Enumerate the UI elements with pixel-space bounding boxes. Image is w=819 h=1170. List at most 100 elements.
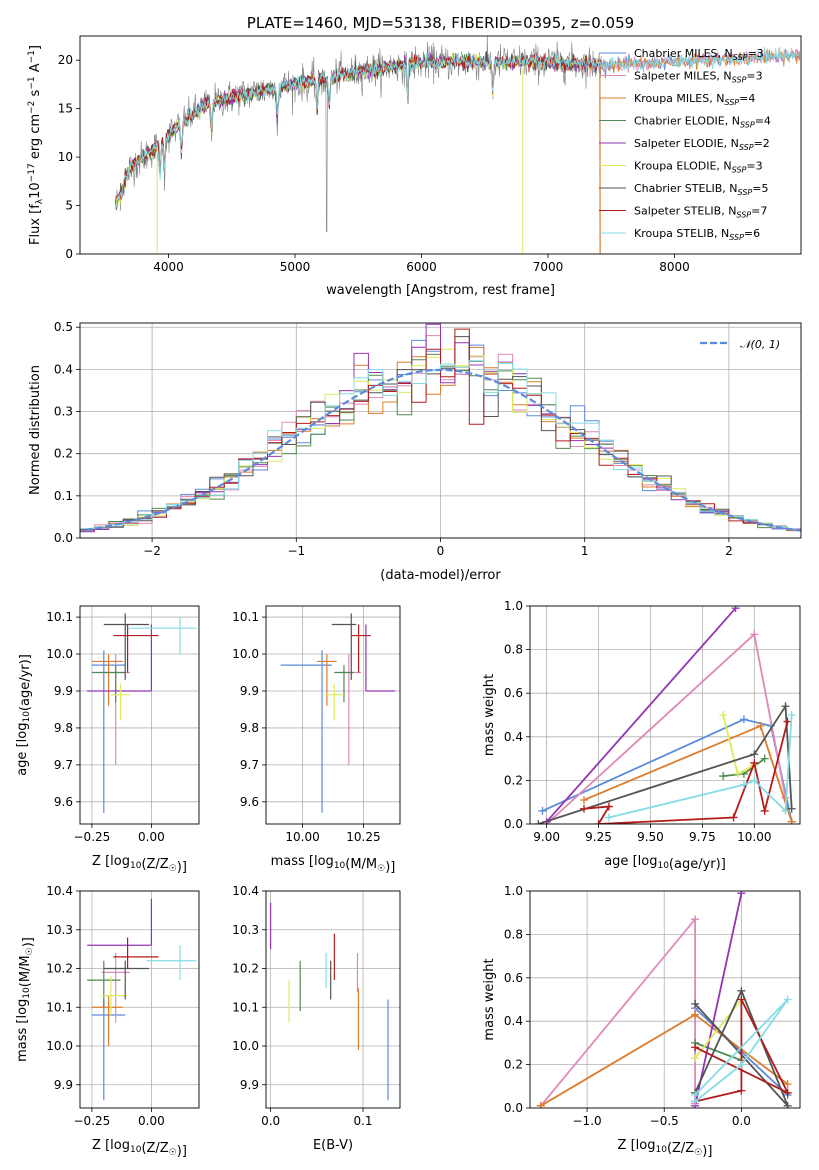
x-tick-label: 2	[725, 544, 733, 558]
x-tick-label: 9.50	[637, 830, 664, 844]
weight-marker	[737, 995, 746, 1004]
plot-frame	[265, 890, 401, 1109]
weight-marker	[787, 817, 796, 824]
weight-marker	[783, 1101, 792, 1108]
x-axis-label: Z [log10(Z/Z☉)]	[92, 1138, 187, 1159]
plot-frame	[265, 605, 401, 825]
weight-line	[694, 893, 743, 1106]
y-tick-label: 10.3	[46, 923, 73, 937]
weight-marker	[594, 820, 603, 824]
y-tick-label: 0.2	[54, 447, 73, 461]
x-tick-label: 6000	[406, 260, 437, 274]
x-tick-label: 0	[437, 544, 445, 558]
legend-entry: Kroupa MILES, NSSP=4	[634, 92, 755, 107]
plot-frame	[529, 890, 801, 1109]
y-tick-label: 0.5	[54, 320, 73, 334]
x-axis-label: wavelength [Angstrom, rest frame]	[326, 283, 555, 298]
weight-marker	[750, 750, 759, 759]
weight-marker	[534, 820, 543, 824]
x-tick-label: 0.1	[353, 1114, 372, 1128]
y-tick-label: 10.4	[232, 884, 259, 898]
y-tick-label: 9.6	[54, 795, 73, 809]
legend-entry: Kroupa STELIB, NSSP=6	[634, 227, 760, 242]
legend-entry: Salpeter MILES, NSSP=3	[634, 70, 763, 85]
legend-entry: Chabrier MILES, NSSP=3	[634, 47, 764, 62]
y-tick-label: 9.9	[54, 1078, 73, 1092]
y-tick-label: 9.7	[240, 758, 259, 772]
y-tick-label: 10.0	[46, 647, 73, 661]
y-tick-label: 5	[65, 199, 73, 213]
weight-marker	[783, 995, 792, 1004]
legend-entry: 𝒩(0, 1)	[740, 338, 780, 351]
y-tick-label: 10.0	[232, 647, 259, 661]
y-tick-label: 9.9	[240, 1078, 259, 1092]
weight-line	[722, 714, 755, 776]
y-tick-label: 0.2	[504, 1058, 523, 1072]
y-tick-label: 0.1	[54, 489, 73, 503]
x-tick-label: 0.00	[138, 1114, 165, 1128]
y-tick-label: 9.7	[54, 758, 73, 772]
weight-marker	[580, 796, 588, 805]
spectrum-layer	[115, 36, 801, 254]
weight-marker	[760, 806, 769, 815]
y-axis-label: age [log10(age/yr)]	[15, 654, 33, 776]
weight-marker	[787, 711, 796, 719]
weight-marker	[604, 813, 613, 822]
x-axis-label: E(B-V)	[313, 1138, 353, 1153]
weight-layer	[536, 891, 792, 1108]
weight-marker	[737, 986, 746, 995]
plot-frame	[79, 890, 200, 1109]
weight-marker	[580, 804, 588, 813]
x-tick-label: 0.0	[261, 1114, 280, 1128]
weight-marker	[733, 769, 742, 778]
y-tick-label: 0.3	[54, 405, 73, 419]
weight-marker	[719, 711, 728, 719]
y-tick-label: 1.0	[504, 884, 523, 898]
y-tick-label: 10.4	[46, 884, 73, 898]
x-tick-label: 9.75	[689, 830, 716, 844]
weight-line	[540, 916, 696, 1107]
weight-marker	[731, 606, 740, 613]
weight-marker	[739, 715, 748, 724]
legend-entry: Salpeter ELODIE, NSSP=2	[634, 137, 770, 152]
model-spectrum	[115, 46, 800, 207]
x-axis-label: age [log10(age/yr)]	[604, 854, 726, 872]
y-tick-label: 10	[58, 150, 73, 164]
y-tick-label: 0.0	[504, 817, 523, 831]
y-tick-label: 0.4	[504, 1014, 523, 1028]
x-axis-label: (data-model)/error	[380, 568, 501, 583]
y-tick-label: 9.6	[240, 795, 259, 809]
weight-marker	[604, 802, 613, 811]
x-tick-label: 1	[581, 544, 589, 558]
y-tick-label: 1.0	[504, 599, 523, 613]
x-tick-label: −1	[287, 544, 305, 558]
weight-marker	[760, 754, 769, 763]
x-tick-label: −1.0	[573, 1114, 602, 1128]
weight-marker	[691, 999, 700, 1008]
y-tick-label: 10.1	[232, 1000, 259, 1014]
y-tick-label: 9.8	[240, 721, 259, 735]
y-tick-label: 10.0	[232, 1039, 259, 1053]
x-tick-label: 7000	[533, 260, 564, 274]
y-tick-label: 10.2	[232, 962, 259, 976]
y-tick-label: 0.4	[54, 362, 73, 376]
x-tick-label: −2	[143, 544, 161, 558]
y-tick-label: 10.3	[232, 923, 259, 937]
weight-marker	[739, 780, 748, 789]
plot-frame	[529, 605, 801, 825]
y-tick-label: 0.0	[504, 1101, 523, 1115]
x-axis-label: Z [log10(Z/Z☉)]	[618, 1138, 713, 1159]
plot-frame	[79, 322, 802, 539]
gaussian-curve	[80, 368, 801, 532]
y-tick-label: 0.6	[504, 971, 523, 985]
weight-marker	[737, 1086, 746, 1095]
y-tick-label: 20	[58, 53, 73, 67]
weight-marker	[538, 806, 547, 815]
weight-marker	[750, 758, 759, 767]
weight-marker	[737, 891, 746, 898]
x-axis-label: mass [log10(M/M☉)]	[271, 854, 396, 875]
x-tick-label: 5000	[280, 260, 311, 274]
y-axis-label: mass weight	[482, 674, 497, 756]
weight-line	[608, 714, 793, 819]
weight-marker	[783, 717, 792, 726]
